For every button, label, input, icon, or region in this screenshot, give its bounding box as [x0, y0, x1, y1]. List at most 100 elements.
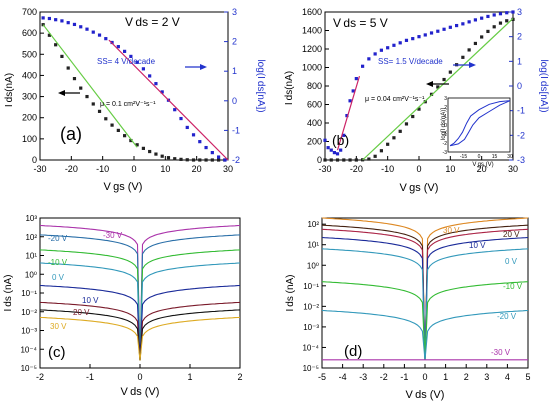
data-point	[348, 99, 352, 103]
data-point	[72, 77, 77, 81]
data-point	[154, 152, 158, 156]
fit-line	[362, 18, 514, 161]
data-point	[198, 158, 202, 162]
y-tick-label: 10¹	[25, 252, 37, 261]
panel-d-xlabel: V ds (V)	[406, 389, 445, 401]
panel-a-ylabel-left: I ds(nA)	[4, 73, 15, 107]
inset-x-tick-label: 0	[478, 154, 481, 160]
data-point	[467, 48, 471, 52]
data-point	[123, 49, 127, 53]
data-point	[379, 48, 383, 52]
data-point	[386, 142, 390, 146]
iv-curve	[39, 316, 241, 361]
data-point	[60, 19, 64, 23]
data-point	[392, 43, 396, 47]
inset-x-tick-label: 30	[507, 154, 513, 160]
panel-b-inset-frame	[447, 97, 511, 153]
y-left-tick-label: 1400	[302, 26, 322, 36]
data-point	[498, 12, 503, 16]
panel-b-ss: SS= 1.5 V/decade	[378, 57, 443, 66]
data-point	[335, 158, 340, 162]
y-left-tick-label: 500	[22, 49, 37, 59]
x-tick-label: -2	[380, 372, 388, 382]
data-point	[326, 146, 330, 150]
x-tick-label: -20	[65, 164, 78, 174]
x-tick-label: 10	[160, 164, 170, 174]
data-point	[141, 146, 145, 150]
data-point	[116, 45, 120, 49]
y-left-tick-label: 800	[307, 81, 322, 91]
curve-label: 30 V	[443, 226, 460, 235]
x-tick-label: 2	[464, 372, 469, 382]
data-point	[116, 128, 120, 132]
y-tick-label: 10⁻³	[303, 323, 319, 332]
y-left-tick-label: 1200	[302, 44, 322, 54]
y-tick-label: 10⁻³	[21, 327, 37, 336]
x-tick-label: 0	[137, 372, 142, 382]
panel-b-vds: V ds = 5 V	[333, 16, 388, 30]
y-tick-label: 10³	[25, 214, 37, 223]
y-left-tick-label: 600	[307, 100, 322, 110]
data-point	[417, 35, 421, 39]
data-point	[379, 149, 383, 153]
data-point	[329, 148, 333, 152]
data-point	[210, 151, 214, 155]
data-point	[91, 30, 95, 34]
x-tick-label: -30	[33, 164, 46, 174]
panel-b-mu: μ = 0.04 cm²V⁻¹s⁻¹	[365, 96, 425, 103]
data-point	[423, 33, 427, 37]
data-point	[480, 35, 484, 39]
inset-y-tick-label: 1	[444, 114, 447, 120]
curve-label: 10 V	[469, 241, 486, 250]
inset-forward-sweep	[449, 100, 511, 147]
data-point	[511, 10, 515, 14]
data-point	[373, 154, 377, 158]
data-point	[154, 82, 158, 86]
data-point	[79, 25, 83, 29]
y-left-tick-label: 700	[22, 7, 37, 17]
inset-reverse-sweep	[449, 100, 511, 147]
data-point	[480, 16, 484, 20]
panel-c-ylabel: I ds (nA)	[3, 274, 14, 311]
data-point	[135, 143, 139, 147]
y-right-tick-label: 1	[517, 56, 522, 66]
data-point	[398, 41, 402, 45]
y-tick-label: 10⁻⁴	[20, 345, 37, 354]
data-point	[492, 13, 496, 17]
data-point	[104, 37, 108, 41]
curve-label: 0 V	[505, 257, 518, 266]
data-point	[123, 134, 127, 138]
x-tick-label: 10	[445, 164, 455, 174]
inset-y-tick-label: 2	[444, 105, 447, 111]
data-point	[72, 22, 77, 27]
panel-a-marks: -30 -20 -10 0 10 20 300100200300400500600700-2…	[22, 7, 240, 174]
x-tick-label: 20	[192, 164, 202, 174]
x-tick-label: -30	[318, 164, 331, 174]
data-point	[339, 148, 343, 152]
y-left-tick-label: 200	[307, 137, 322, 147]
data-point	[160, 154, 164, 158]
data-point	[166, 156, 171, 160]
curve-label: 20 V	[73, 308, 90, 317]
data-point	[505, 19, 509, 23]
y-right-tick-label: 3	[232, 7, 237, 17]
curve-label: 20 V	[503, 230, 520, 239]
panel-d-marks: -5 -4 -3 -2 -1 0 1 2 3 4 5 10⁻⁵ 10⁻⁴ 10⁻³ 10⁻² 10⁻¹ 10⁰ 1…	[302, 217, 531, 382]
panel-c-marks: -2 -1 0 1 2 10⁻⁵ 10⁻⁴ 10⁻³ 10⁻² 10⁻¹ 10⁰ 10¹ 10² 10³ -…	[20, 214, 242, 382]
panel-b-ylabel-right: log(I ds[nA])	[538, 59, 549, 112]
data-point	[54, 43, 58, 47]
curve-label: -10 V	[503, 282, 523, 291]
data-point	[323, 158, 327, 162]
data-point	[66, 66, 70, 70]
panel-b-arrow-left-head	[426, 81, 433, 87]
data-point	[79, 86, 83, 90]
x-tick-label: -4	[339, 372, 347, 382]
x-tick-label: -5	[318, 372, 326, 382]
y-tick-label: 10²	[307, 220, 319, 229]
inset-y-tick-label: -1	[443, 132, 448, 138]
x-tick-label: 30	[508, 164, 518, 174]
data-point	[47, 16, 51, 21]
data-point	[404, 122, 409, 126]
data-point	[436, 85, 440, 89]
